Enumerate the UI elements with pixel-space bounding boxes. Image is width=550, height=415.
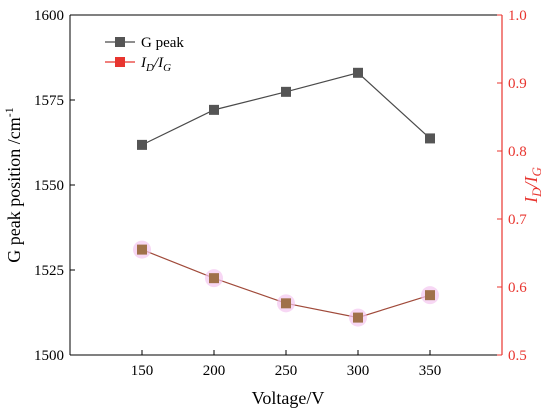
x-tick-label: 350 [419,363,442,379]
x-tick-label: 150 [131,363,154,379]
series-2-point [137,244,147,255]
right-axis-title-sub1: D [529,187,544,198]
legend-id-ig-sub1: D [145,62,154,74]
series-1-point [281,86,291,97]
series-2-point [353,312,363,323]
axes: 150 200 250 300 350 1500 1525 1550 1575 1600 0.5 0.… [34,8,527,379]
left-tick-label: 1525 [34,263,64,279]
left-axis-title: G peak position /cm-1 [2,107,24,262]
legend-id-ig-sep: /I [153,55,164,71]
series-1-point [209,104,219,115]
left-tick-label: 1500 [34,348,64,364]
legend-id-ig-sub2: G [163,62,171,74]
series-1-point [137,139,147,150]
legend-g-peak-marker [115,37,125,47]
right-tick-label: 1.0 [508,8,527,24]
series-1-point [353,67,363,78]
x-tick-label: 300 [347,363,370,379]
legend: G peak ID/IG [105,35,184,74]
series-2-point [281,298,291,309]
left-tick-label: 1550 [34,178,64,194]
right-tick-label: 0.8 [508,144,527,160]
series-2-point [209,273,219,284]
x-tick-label: 250 [275,363,298,379]
x-axis-title: Voltage/V [252,388,325,408]
legend-id-ig-main: I [140,55,147,71]
left-axis-title-main: G peak position /cm [4,117,24,262]
x-tick-label: 200 [203,363,226,379]
left-tick-label: 1600 [34,8,64,24]
right-axis-title-sep: /I [521,175,541,188]
right-axis-title-sub2: G [529,167,544,177]
left-axis-title-sup: -1 [2,107,16,117]
right-tick-label: 0.6 [508,280,527,296]
right-tick-label: 0.9 [508,76,527,92]
left-tick-label: 1575 [34,93,64,109]
series-2-point [425,290,435,301]
right-axis-title-main: I [521,196,541,204]
right-tick-label: 0.7 [508,212,527,228]
legend-id-ig-label: ID/IG [140,55,171,74]
right-tick-label: 0.5 [508,348,527,364]
right-axis-title: ID/IG [521,167,544,204]
legend-id-ig-marker [115,57,125,67]
legend-g-peak-label: G peak [141,35,184,51]
series-layer [133,67,439,327]
series-1-point [425,133,435,144]
